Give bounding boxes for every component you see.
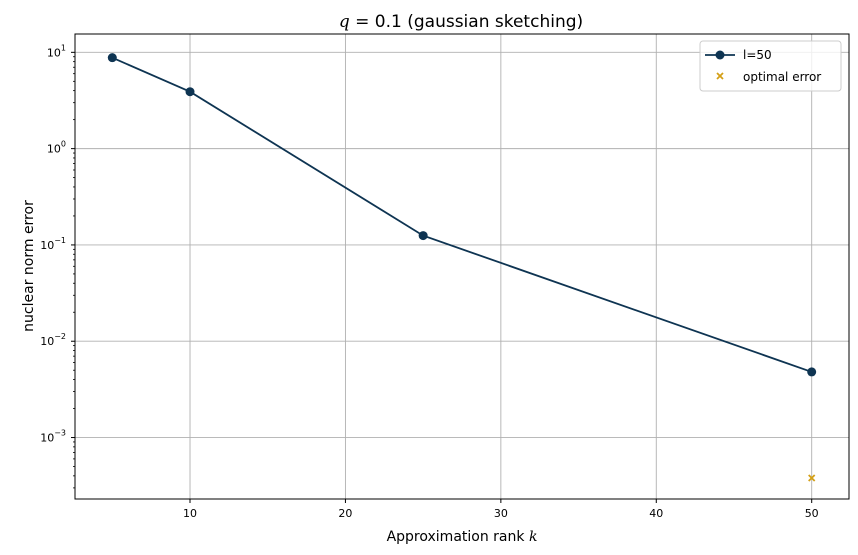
x-axis-label: Approximation rank k: [387, 529, 538, 545]
x-tick-label: 10: [183, 507, 197, 520]
y-tick-exponent: −2: [54, 332, 66, 341]
legend-marker-sample: [715, 50, 725, 60]
y-tick-exponent: −3: [54, 429, 66, 438]
legend-box: [699, 40, 842, 92]
legend: l=50 optimal error: [699, 40, 842, 92]
y-tick-exponent: 1: [61, 43, 66, 52]
data-point-x-marker: [808, 474, 816, 482]
chart-title: q = 0.1 (gaussian sketching): [339, 12, 583, 32]
plot-frame: [74, 33, 850, 500]
data-point: [807, 367, 817, 377]
title-rest: = 0.1 (gaussian sketching): [350, 12, 583, 32]
y-tick-exponent: −1: [54, 236, 66, 245]
x-tick-label: 40: [649, 507, 663, 520]
title-variable: q: [339, 12, 350, 32]
series-layer: [107, 53, 817, 482]
data-point: [107, 53, 117, 63]
x-tick-label: 50: [805, 507, 819, 520]
y-tick-label: 10−2: [40, 332, 66, 348]
data-point: [185, 87, 195, 97]
x-tick-label: 30: [494, 507, 508, 520]
legend-x-marker-sample: [716, 72, 724, 80]
x-axis-label-text: Approximation rank: [387, 529, 529, 545]
x-axis-label-var: k: [529, 529, 537, 545]
grid: [75, 34, 849, 499]
legend-label-series-1: l=50: [743, 48, 772, 62]
x-tick-label: 20: [338, 507, 352, 520]
data-point: [418, 231, 428, 241]
y-tick-label: 10−1: [40, 236, 66, 252]
x-axis-ticks: 10 20 30 40 50: [183, 499, 819, 520]
series-line-1: [111, 56, 812, 373]
y-tick-exponent: 0: [61, 140, 66, 149]
y-tick-label: 10−3: [40, 429, 66, 445]
y-axis-label: nuclear norm error: [21, 200, 37, 332]
legend-label-series-2: optimal error: [743, 70, 821, 84]
y-tick-label: 101: [47, 43, 66, 59]
y-tick-label: 100: [47, 140, 66, 156]
